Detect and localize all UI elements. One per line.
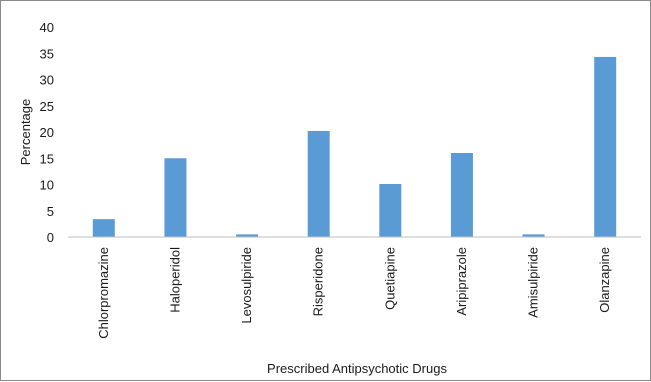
x-category-label: Risperidone xyxy=(311,247,326,316)
y-tick-label: 35 xyxy=(40,46,54,61)
y-axis-title: Percentage xyxy=(18,99,33,166)
bar-olanzapine xyxy=(594,56,617,237)
bar-amisulpiride xyxy=(522,234,545,237)
bars xyxy=(92,56,617,237)
y-tick-label: 20 xyxy=(40,125,54,140)
bar-aripiprazole xyxy=(450,153,473,237)
bar-haloperidol xyxy=(164,158,187,237)
bar-risperidone xyxy=(307,130,330,237)
x-category-label: Quetiapine xyxy=(382,247,397,310)
y-tick-label: 10 xyxy=(40,178,54,193)
x-category-label: Haloperidol xyxy=(167,247,182,313)
bar-quetiapine xyxy=(379,183,402,237)
y-axis-ticks: 0 5 10 15 20 25 30 35 40 xyxy=(40,20,54,245)
y-tick-label: 30 xyxy=(40,73,54,88)
x-axis-title: Prescribed Antipsychotic Drugs xyxy=(267,361,447,376)
x-axis-category-labels: Chlorpromazine Haloperidol Levosulpiride Ri… xyxy=(96,247,612,339)
x-category-label: Amisulpiride xyxy=(526,247,541,318)
bar-chlorpromazine xyxy=(92,219,115,237)
y-tick-label: 25 xyxy=(40,99,54,114)
y-tick-label: 40 xyxy=(40,20,54,35)
x-category-label: Levosulpiride xyxy=(239,247,254,324)
x-category-label: Aripiprazole xyxy=(454,247,469,316)
y-tick-label: 5 xyxy=(47,204,54,219)
x-category-label: Olanzapine xyxy=(597,247,612,313)
bar-levosulpiride xyxy=(236,234,259,237)
x-category-label: Chlorpromazine xyxy=(96,247,111,339)
y-tick-label: 0 xyxy=(47,230,54,245)
y-tick-label: 15 xyxy=(40,151,54,166)
